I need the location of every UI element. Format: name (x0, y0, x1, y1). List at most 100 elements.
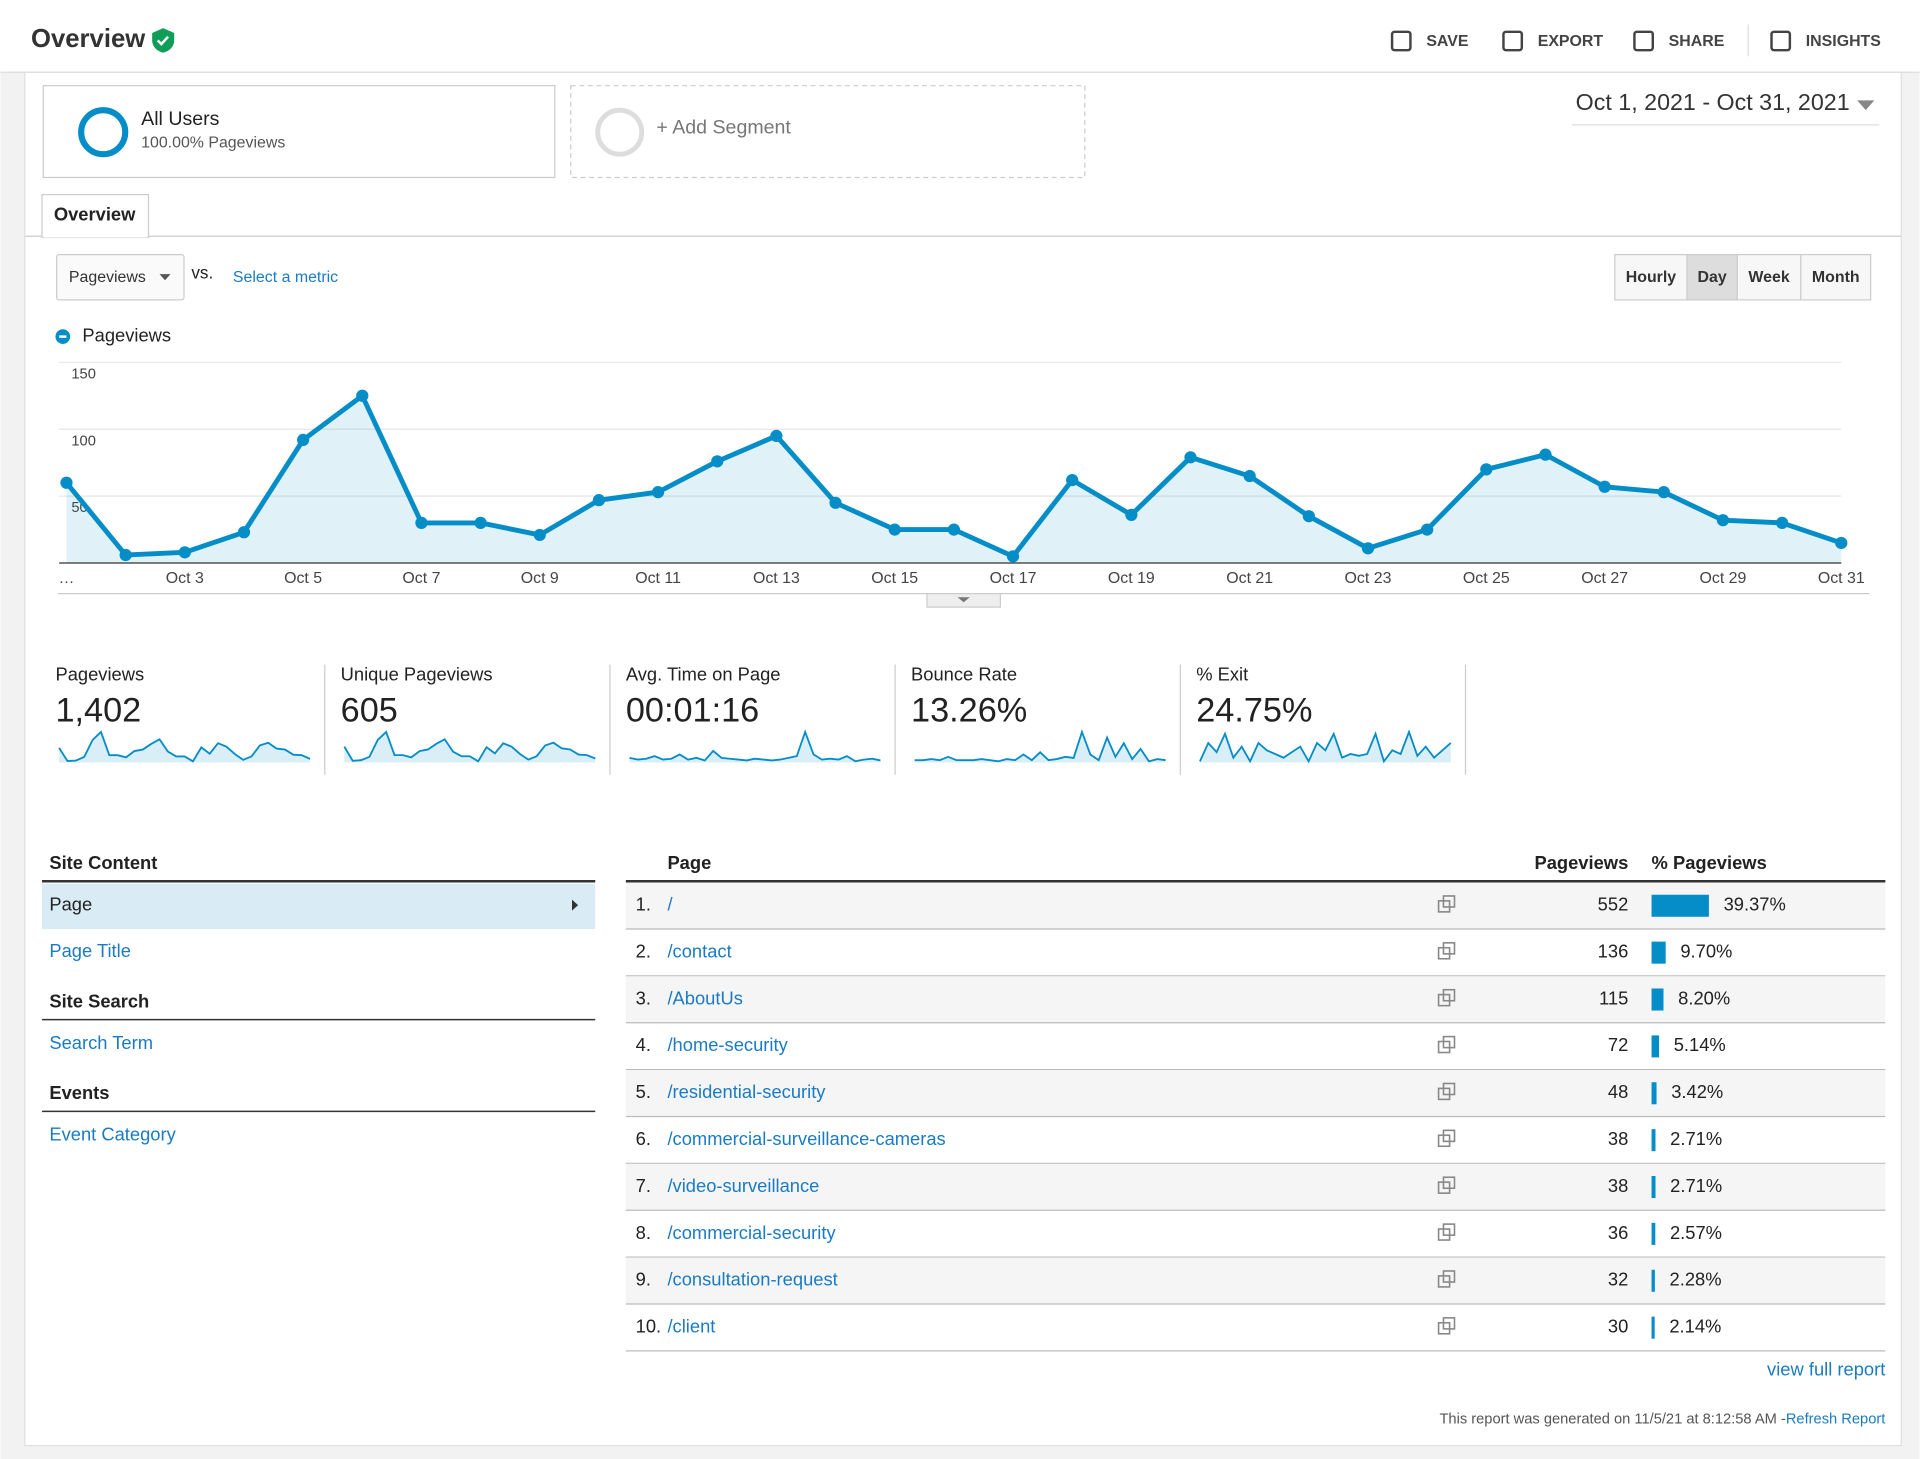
scorecard-label: Bounce Rate (911, 663, 1017, 684)
date-range[interactable]: Oct 1, 2021 - Oct 31, 2021 (1576, 89, 1850, 115)
select-metric[interactable]: Select a metric (233, 269, 338, 286)
row-page[interactable]: /commercial-security (667, 1222, 836, 1243)
nav-item[interactable]: Page Title (49, 940, 131, 961)
percent-bar (1652, 1082, 1657, 1104)
data-point[interactable] (1066, 474, 1078, 486)
nav-item-highlight (42, 884, 595, 929)
x-tick-label: Oct 15 (871, 570, 918, 587)
data-point[interactable] (1007, 550, 1019, 562)
data-point[interactable] (356, 390, 368, 402)
row-page[interactable]: /residential-security (667, 1081, 826, 1102)
data-point[interactable] (1303, 510, 1315, 522)
x-tick-label: Oct 9 (521, 570, 559, 587)
row-page[interactable]: /client (667, 1316, 715, 1337)
row-pageviews: 552 (1598, 894, 1629, 915)
x-tick-label: Oct 23 (1345, 570, 1392, 587)
row-page[interactable]: /video-surveillance (667, 1175, 819, 1196)
view-full-report[interactable]: view full report (1767, 1359, 1885, 1380)
data-point[interactable] (238, 526, 250, 538)
data-point[interactable] (1244, 470, 1256, 482)
metric-label[interactable]: Pageviews (69, 269, 146, 286)
row-pageviews: 115 (1599, 987, 1628, 1008)
x-tick-label: Oct 21 (1226, 570, 1273, 587)
data-point[interactable] (1835, 537, 1847, 549)
data-point[interactable] (1421, 523, 1433, 535)
scorecard-label: Unique Pageviews (341, 663, 493, 684)
granularity-label[interactable]: Month (1812, 269, 1860, 286)
section-title: Events (49, 1082, 109, 1103)
nav-item[interactable]: Page (49, 894, 92, 915)
row-page[interactable]: /home-security (667, 1034, 788, 1055)
add-segment-card[interactable] (571, 86, 1085, 178)
row-page[interactable]: / (667, 894, 673, 915)
add-segment-label[interactable]: + Add Segment (656, 117, 791, 139)
data-point[interactable] (415, 517, 427, 529)
data-point[interactable] (60, 477, 72, 489)
generated-note: This report was generated on 11/5/21 at … (1439, 1412, 1785, 1428)
data-point[interactable] (652, 486, 664, 498)
data-point[interactable] (593, 494, 605, 506)
x-tick-label: Oct 11 (635, 570, 681, 587)
action-label[interactable]: SAVE (1426, 33, 1468, 50)
data-point[interactable] (1184, 451, 1196, 463)
data-point[interactable] (1776, 517, 1788, 529)
percent-label: 2.71% (1670, 1128, 1722, 1149)
data-point[interactable] (1717, 514, 1729, 526)
row-page[interactable]: /AboutUs (667, 987, 742, 1008)
scorecard-value: 605 (341, 691, 398, 729)
data-point[interactable] (1658, 486, 1670, 498)
column-header: % Pageviews (1652, 852, 1767, 873)
data-point[interactable] (534, 529, 546, 541)
x-tick-label: Oct 7 (402, 570, 440, 587)
vs-label: vs. (191, 263, 213, 283)
action-label[interactable]: EXPORT (1538, 33, 1604, 50)
data-point[interactable] (474, 517, 486, 529)
row-pageviews: 36 (1608, 1222, 1628, 1243)
row-rank: 4. (636, 1034, 651, 1055)
percent-bar (1652, 1270, 1655, 1292)
x-tick-label: Oct 31 (1818, 570, 1865, 587)
data-point[interactable] (829, 497, 841, 509)
data-point[interactable] (297, 434, 309, 446)
x-tick-label: Oct 29 (1700, 570, 1747, 587)
row-rank: 3. (636, 987, 651, 1008)
row-pageviews: 32 (1608, 1269, 1628, 1290)
action-label[interactable]: INSIGHTS (1806, 33, 1881, 50)
segment-detail: 100.00% Pageviews (141, 134, 285, 151)
percent-bar (1652, 988, 1664, 1010)
data-point[interactable] (770, 430, 782, 442)
data-point[interactable] (1599, 481, 1611, 493)
section-title: Site Content (49, 852, 157, 873)
data-point[interactable] (1125, 509, 1137, 521)
refresh-report[interactable]: Refresh Report (1786, 1412, 1885, 1428)
tab-label[interactable]: Overview (54, 203, 136, 224)
data-point[interactable] (1480, 463, 1492, 475)
row-page[interactable]: /commercial-surveillance-cameras (667, 1128, 945, 1149)
row-rank: 1. (636, 894, 651, 915)
granularity-label[interactable]: Week (1748, 269, 1789, 286)
percent-bar (1652, 1223, 1656, 1245)
x-tick-label: Oct 17 (990, 570, 1037, 587)
row-pageviews: 136 (1598, 940, 1629, 961)
row-rank: 8. (636, 1222, 651, 1243)
percent-bar (1652, 1129, 1656, 1151)
nav-item[interactable]: Event Category (49, 1124, 176, 1145)
header-bar (0, 0, 1919, 72)
row-page[interactable]: /consultation-request (667, 1269, 837, 1290)
nav-item[interactable]: Search Term (49, 1032, 153, 1053)
data-point[interactable] (179, 546, 191, 558)
percent-label: 9.70% (1680, 940, 1732, 961)
row-page[interactable]: /contact (667, 940, 731, 961)
data-point[interactable] (711, 455, 723, 467)
granularity-label[interactable]: Hourly (1626, 269, 1677, 286)
action-label[interactable]: SHARE (1669, 33, 1725, 50)
data-point[interactable] (1362, 542, 1374, 554)
granularity-label[interactable]: Day (1698, 269, 1727, 286)
data-point[interactable] (889, 523, 901, 535)
data-point[interactable] (120, 549, 132, 561)
percent-label: 5.14% (1674, 1034, 1726, 1055)
data-point[interactable] (948, 523, 960, 535)
data-point[interactable] (1539, 449, 1551, 461)
segment-card[interactable] (43, 86, 555, 178)
